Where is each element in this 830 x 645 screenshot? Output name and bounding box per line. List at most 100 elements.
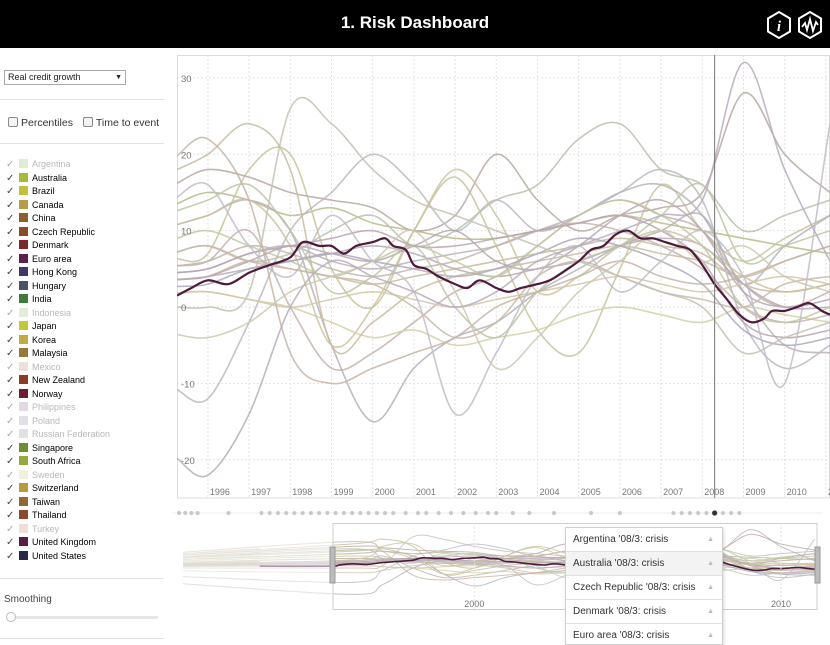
event-dot[interactable] [350, 511, 355, 515]
event-dot[interactable] [300, 511, 305, 515]
series-line[interactable] [177, 214, 830, 339]
series-line[interactable] [177, 199, 830, 324]
series-line[interactable] [177, 229, 830, 371]
country-item[interactable]: ✓ Singapore [6, 442, 166, 456]
series-line[interactable] [177, 146, 830, 357]
smoothing-slider-track[interactable] [8, 616, 158, 619]
event-dot[interactable] [189, 511, 194, 515]
event-dot[interactable] [292, 511, 297, 515]
event-dot[interactable] [317, 511, 322, 515]
country-item[interactable]: ✓ Hungary [6, 280, 166, 294]
country-item[interactable]: ✓ Korea [6, 334, 166, 348]
event-dot[interactable] [704, 511, 709, 515]
country-item[interactable]: ✓ Australia [6, 172, 166, 186]
event-dot[interactable] [416, 511, 421, 515]
event-dot[interactable] [177, 511, 182, 515]
median-line[interactable] [177, 229, 830, 324]
series-line[interactable] [177, 92, 830, 232]
event-dot[interactable] [720, 511, 725, 515]
event-dot[interactable] [679, 511, 684, 515]
event-marker-row[interactable] [172, 509, 822, 517]
country-item[interactable]: ✓ Argentina [6, 158, 166, 172]
event-dot[interactable] [737, 511, 742, 515]
country-item[interactable]: ✓ Euro area [6, 253, 166, 267]
country-item[interactable]: ✓ Norway [6, 388, 166, 402]
country-item[interactable]: ✓ New Zealand [6, 374, 166, 388]
event-dot[interactable] [267, 511, 272, 515]
event-option[interactable]: Australia '08/3: crisis ▲ [566, 552, 722, 576]
country-item[interactable]: ✓ China [6, 212, 166, 226]
event-dot[interactable] [494, 511, 499, 515]
event-dot[interactable] [589, 511, 594, 515]
event-dot[interactable] [391, 511, 396, 515]
event-dot[interactable] [341, 511, 346, 515]
info-icon[interactable]: i [766, 11, 792, 39]
event-dot[interactable] [403, 511, 408, 515]
country-item[interactable]: ✓ Malaysia [6, 347, 166, 361]
country-item[interactable]: ✓ Czech Republic [6, 226, 166, 240]
country-item[interactable]: ✓ Switzerland [6, 482, 166, 496]
event-dot[interactable] [275, 511, 280, 515]
country-item[interactable]: ✓ Hong Kong [6, 266, 166, 280]
series-line[interactable] [177, 96, 830, 355]
smoothing-slider-handle[interactable] [6, 612, 16, 622]
event-option[interactable]: Argentina '08/3: crisis ▲ [566, 528, 722, 552]
event-dot[interactable] [696, 511, 701, 515]
country-item[interactable]: ✓ Denmark [6, 239, 166, 253]
country-item[interactable]: ✓ Mexico [6, 361, 166, 375]
event-dot[interactable] [226, 511, 231, 515]
event-dot[interactable] [358, 511, 363, 515]
country-item[interactable]: ✓ India [6, 293, 166, 307]
event-dot[interactable] [687, 511, 692, 515]
country-item[interactable]: ✓ Sweden [6, 469, 166, 483]
country-item[interactable]: ✓ Turkey [6, 523, 166, 537]
event-option[interactable]: Denmark '08/3: crisis ▲ [566, 600, 722, 624]
event-dot[interactable] [551, 511, 556, 515]
country-item[interactable]: ✓ Thailand [6, 509, 166, 523]
event-dot[interactable] [308, 511, 313, 515]
series-line[interactable] [177, 182, 830, 339]
event-dot[interactable] [617, 511, 622, 515]
country-item[interactable]: ✓ Brazil [6, 185, 166, 199]
event-dropdown[interactable]: Argentina '08/3: crisis ▲ Australia '08/3:… [565, 527, 723, 645]
country-item[interactable]: ✓ Japan [6, 320, 166, 334]
event-dot[interactable] [448, 511, 453, 515]
event-dot[interactable] [284, 511, 289, 515]
series-line[interactable] [177, 122, 830, 355]
event-dot[interactable] [527, 511, 532, 515]
series-line[interactable] [177, 61, 830, 478]
event-dot-active[interactable] [712, 510, 718, 516]
event-dot[interactable] [486, 511, 491, 515]
event-dot[interactable] [729, 511, 734, 515]
event-dot[interactable] [366, 511, 371, 515]
country-item[interactable]: ✓ United States [6, 550, 166, 564]
event-dot[interactable] [374, 511, 379, 515]
country-item[interactable]: ✓ United Kingdom [6, 536, 166, 550]
series-line[interactable] [177, 168, 830, 349]
country-item[interactable]: ✓ South Africa [6, 455, 166, 469]
series-line[interactable] [177, 121, 830, 263]
event-dot[interactable] [259, 511, 264, 515]
event-dot[interactable] [510, 511, 515, 515]
event-dot[interactable] [671, 511, 676, 515]
chart-pulse-icon[interactable] [797, 11, 823, 39]
event-option[interactable]: Czech Republic '08/3: crisis ▲ [566, 576, 722, 600]
main-line-chart[interactable]: 1996 1997 1998 1999 2000 2001 2002 2003 2004 2005… [177, 55, 830, 500]
country-item[interactable]: ✓ Indonesia [6, 307, 166, 321]
series-line[interactable] [177, 123, 830, 417]
country-item[interactable]: ✓ Poland [6, 415, 166, 429]
event-dot[interactable] [195, 511, 200, 515]
percentiles-checkbox[interactable] [8, 117, 18, 127]
country-item[interactable]: ✓ Philippines [6, 401, 166, 415]
country-item[interactable]: ✓ Canada [6, 199, 166, 213]
event-dot[interactable] [473, 511, 478, 515]
event-dot[interactable] [461, 511, 466, 515]
country-item[interactable]: ✓ Taiwan [6, 496, 166, 510]
event-option[interactable]: Euro area '08/3: crisis ▲ [566, 624, 722, 644]
country-item[interactable]: ✓ Russian Federation [6, 428, 166, 442]
overview-brush-chart[interactable]: 2000 2010 [183, 523, 830, 613]
event-dot[interactable] [424, 511, 429, 515]
event-dot[interactable] [333, 511, 338, 515]
event-dot[interactable] [183, 511, 188, 515]
event-dot[interactable] [436, 511, 441, 515]
